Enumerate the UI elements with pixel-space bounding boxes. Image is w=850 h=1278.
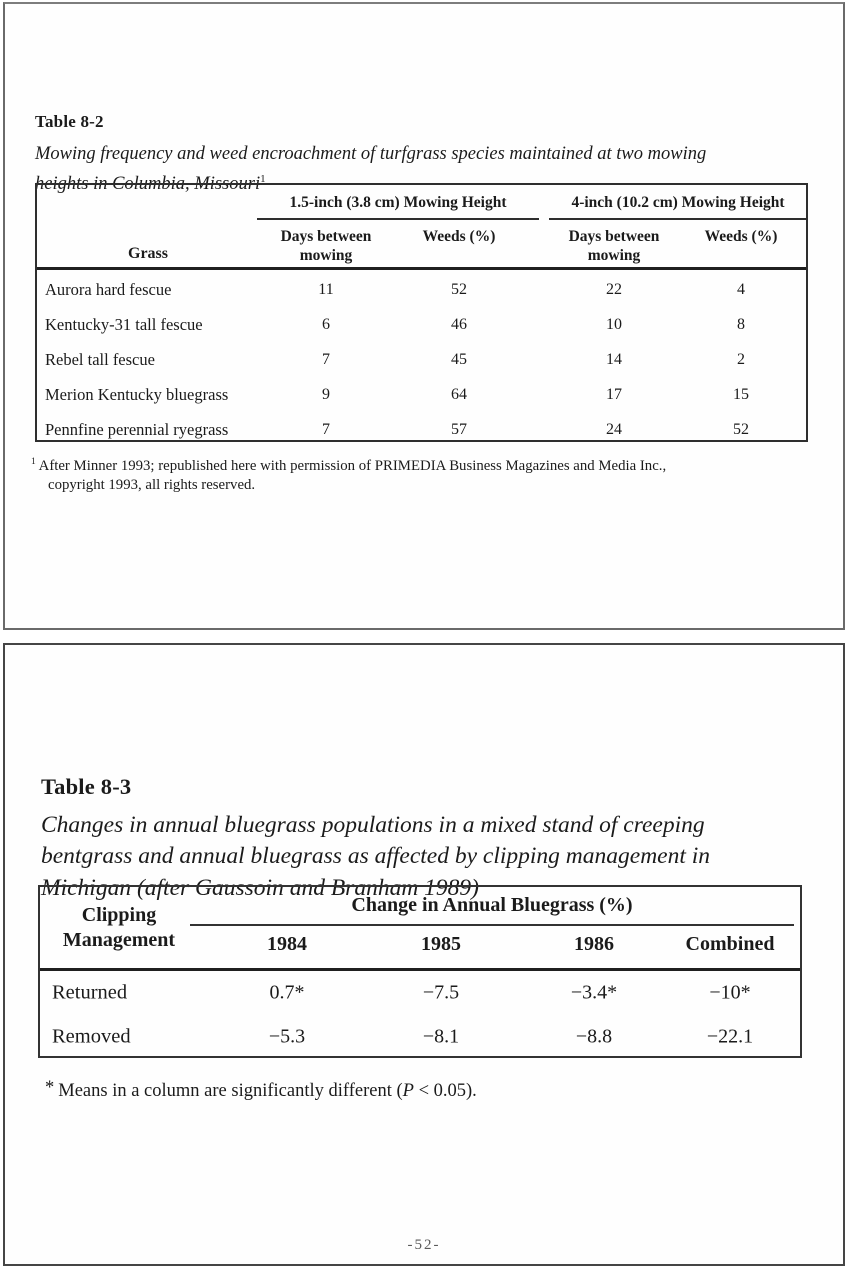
cell-value: −8.8 [575, 1025, 613, 1048]
cell-value: 6 [322, 316, 330, 334]
cell-value: 52 [733, 420, 749, 438]
footnote-marker: * [45, 1078, 55, 1098]
caption-line-1: Mowing frequency and weed encroachment o… [35, 143, 707, 164]
column-header-clipping-management: Clipping Management [62, 904, 176, 951]
grass-name: Rebel tall fescue [45, 349, 155, 369]
cell-value: −5.3 [268, 1025, 306, 1048]
grass-name: Kentucky-31 tall fescue [45, 315, 203, 335]
cell-value: −10* [709, 981, 751, 1004]
column-header-combined: Combined [685, 933, 775, 955]
table-row: Merion Kentucky bluegrass 9 64 17 15 [37, 377, 806, 412]
cell-value: 22 [606, 281, 622, 299]
footnote-marker: 1 [31, 457, 36, 467]
column-header-1986: 1986 [574, 933, 614, 955]
column-header-1985: 1985 [421, 933, 461, 955]
caption-line-2: bentgrass and annual bluegrass as affect… [41, 843, 711, 869]
cell-value: −3.4* [570, 981, 618, 1004]
grass-name: Aurora hard fescue [45, 280, 172, 300]
cell-value: 7 [322, 420, 330, 438]
cell-value: 2 [737, 350, 745, 368]
cell-value: 15 [733, 385, 749, 403]
footnote-p-symbol: P [402, 1081, 414, 1101]
column-header-days-between-mowing-1: Days between mowing [280, 228, 372, 264]
table-8-2-title: Table 8-2 [35, 112, 104, 132]
table-8-2-footnote: 1 After Minner 1993; republished here wi… [31, 453, 666, 496]
cell-value: 8 [737, 316, 745, 334]
cell-value: 57 [451, 420, 467, 438]
table-8-3-caption: Changes in annual bluegrass populations … [41, 810, 811, 905]
cell-value: 7 [322, 350, 330, 368]
group-header-change-in-annual-bluegrass: Change in Annual Bluegrass (%) [190, 894, 794, 926]
caption-line-3: Michigan (after Gaussoin and Branham 198… [41, 874, 479, 901]
group-header-1-5-inch: 1.5-inch (3.8 cm) Mowing Height [257, 193, 539, 220]
grass-name: Merion Kentucky bluegrass [45, 384, 229, 404]
cell-value: 17 [606, 385, 622, 403]
column-header-grass: Grass [128, 245, 168, 262]
table-8-3: Clipping Management Change in Annual Blue… [38, 885, 802, 1058]
scan-panel-table-8-2: Table 8-2 Mowing frequency and weed encr… [3, 2, 845, 630]
column-header-weeds-1: Weeds (%) [422, 228, 496, 245]
footnote-line-2: copyright 1993, all rights reserved. [48, 477, 256, 494]
table-row: Rebel tall fescue 7 45 14 2 [37, 343, 806, 378]
table-8-2-body: Aurora hard fescue 11 52 22 4 Kentucky-3… [37, 273, 806, 447]
table-8-2-header: 1.5-inch (3.8 cm) Mowing Height 4-inch (… [37, 185, 807, 270]
cell-value: 45 [451, 350, 467, 368]
column-header-days-between-mowing-2: Days between mowing [568, 228, 660, 264]
table-8-3-title: Table 8-3 [41, 773, 132, 799]
row-label: Returned [52, 981, 128, 1004]
table-8-3-body: Returned 0.7* −7.5 −3.4* −10* Removed −5… [40, 971, 800, 1059]
cell-value: 4 [737, 281, 745, 299]
scan-panel-table-8-3: Table 8-3 Changes in annual bluegrass po… [3, 643, 845, 1266]
footnote-text-before: Means in a column are significantly diff… [58, 1081, 403, 1101]
table-8-3-header: Clipping Management Change in Annual Blue… [40, 887, 800, 971]
cell-value: 64 [451, 385, 467, 403]
cell-value: 52 [451, 281, 467, 299]
table-row: Kentucky-31 tall fescue 6 46 10 8 [37, 308, 806, 343]
page-number: -52- [407, 1237, 441, 1253]
caption-line-1: Changes in annual bluegrass populations … [41, 811, 705, 838]
footnote-line-1: After Minner 1993; republished here with… [38, 457, 667, 474]
cell-value: 24 [606, 420, 622, 438]
cell-value: 46 [451, 316, 467, 334]
table-row: Aurora hard fescue 11 52 22 4 [37, 273, 806, 308]
table-row: Returned 0.7* −7.5 −3.4* −10* [40, 971, 800, 1015]
table-row: Pennfine perennial ryegrass 7 57 24 52 [37, 412, 806, 447]
cell-value: 9 [322, 385, 330, 403]
cell-value: 0.7* [269, 981, 305, 1004]
cell-value: −8.1 [422, 1025, 460, 1048]
cell-value: 14 [606, 350, 622, 368]
column-header-1984: 1984 [267, 933, 307, 955]
footnote-text-after: < 0.05). [413, 1081, 477, 1101]
row-label: Removed [52, 1025, 131, 1048]
cell-value: 11 [318, 281, 334, 299]
cell-value: −7.5 [422, 981, 460, 1004]
column-header-weeds-2: Weeds (%) [704, 228, 778, 245]
table-8-2: 1.5-inch (3.8 cm) Mowing Height 4-inch (… [35, 183, 808, 442]
grass-name: Pennfine perennial ryegrass [45, 419, 229, 439]
table-row: Removed −5.3 −8.1 −8.8 −22.1 [40, 1015, 800, 1059]
cell-value: −22.1 [706, 1025, 754, 1048]
caption-footnote-marker: 1 [260, 172, 266, 185]
group-header-4-inch: 4-inch (10.2 cm) Mowing Height [549, 193, 807, 220]
cell-value: 10 [606, 316, 622, 334]
table-8-3-footnote: * Means in a column are significantly dif… [45, 1078, 477, 1102]
